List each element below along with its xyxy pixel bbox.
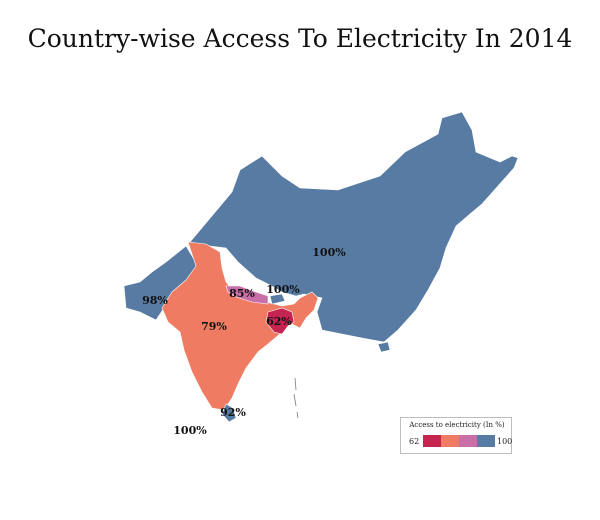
andaman-islands xyxy=(293,377,299,419)
region-nepal xyxy=(225,285,269,305)
label-pakistan: 98% xyxy=(142,294,168,307)
label-maldives: 100% xyxy=(173,424,207,437)
region-bangladesh xyxy=(265,307,295,335)
legend-swatch xyxy=(459,435,477,447)
legend-swatch xyxy=(441,435,459,447)
label-india: 79% xyxy=(201,320,227,333)
legend-swatch xyxy=(423,435,441,447)
region-bhutan xyxy=(269,293,286,305)
legend-swatch xyxy=(477,435,495,447)
map-title: Country-wise Access To Electricity In 20… xyxy=(27,24,573,53)
legend-color-scale xyxy=(423,435,495,447)
region-sri-lanka xyxy=(221,403,237,423)
legend-min-value: 62 xyxy=(409,437,420,446)
legend-max-value: 100 xyxy=(497,437,513,446)
legend-title: Access to electricity (In %) xyxy=(409,421,505,429)
region-hainan xyxy=(377,341,391,353)
label-sri-lanka: 92% xyxy=(220,406,246,419)
label-bhutan: 100% xyxy=(266,283,300,296)
label-bangladesh: 62% xyxy=(266,315,292,328)
label-china: 100% xyxy=(312,246,346,259)
label-nepal: 85% xyxy=(229,287,255,300)
region-china xyxy=(189,111,519,343)
map-legend: Access to electricity (In %) 62 100 xyxy=(400,417,512,454)
